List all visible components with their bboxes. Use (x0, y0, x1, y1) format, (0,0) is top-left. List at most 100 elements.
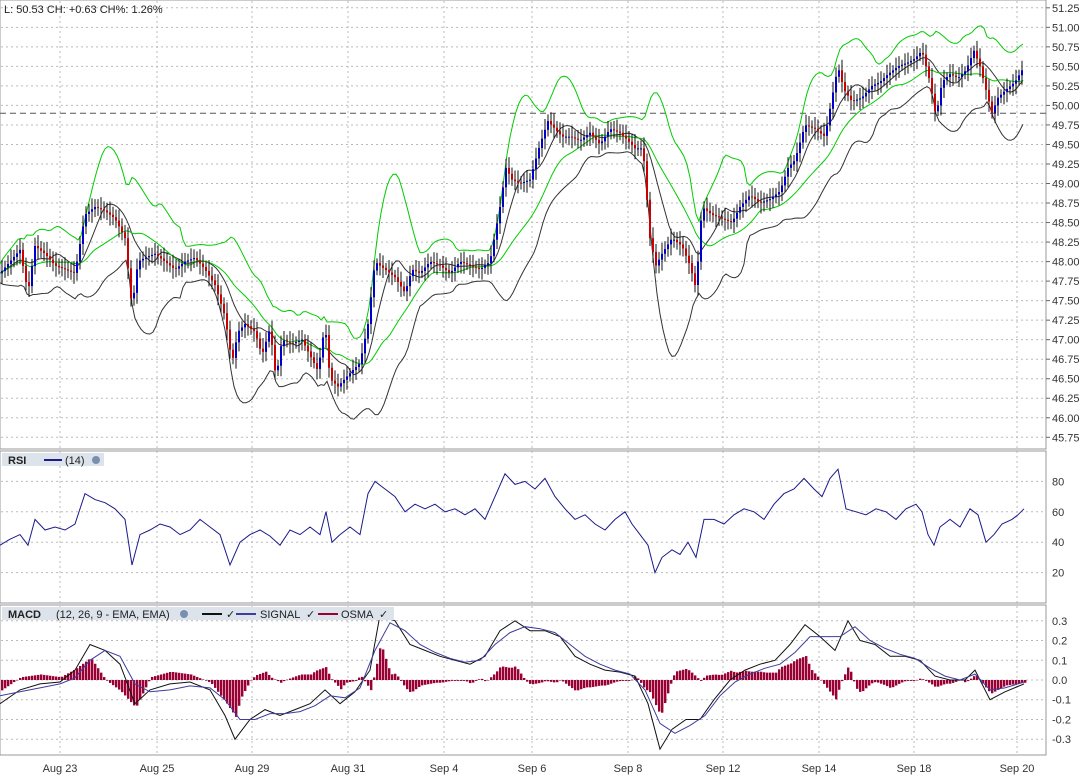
osma-bar (112, 680, 115, 686)
osma-bar (607, 680, 610, 685)
candle-body (547, 121, 549, 130)
osma-bar (280, 680, 283, 683)
osma-bar (730, 670, 733, 680)
price-tick-label: 47.75 (1052, 276, 1080, 288)
candle-body (127, 238, 129, 269)
candle-body (988, 89, 990, 102)
price-tick-label: 49.50 (1052, 139, 1080, 151)
rsi-settings-icon[interactable] (92, 456, 100, 464)
osma-bar (949, 680, 952, 684)
osma-bar (16, 680, 19, 681)
osma-bar (109, 680, 112, 683)
candle-body (76, 261, 78, 273)
candle-body (253, 328, 255, 332)
date-tick-label: Sep 8 (614, 763, 643, 775)
candle-body (1021, 70, 1023, 76)
candle-body (118, 220, 120, 227)
candle-body (985, 78, 987, 90)
osma-bar (739, 671, 742, 680)
rsi-legend-label: (14) (65, 455, 85, 467)
candle-body (532, 169, 534, 180)
candle-body (574, 137, 576, 139)
osma-bar (697, 678, 700, 680)
osma-bar (775, 672, 778, 680)
osma-bar (352, 680, 355, 682)
osma-bar (196, 676, 199, 680)
candle-body (22, 249, 24, 266)
candle-body (352, 369, 354, 374)
candle-body (364, 338, 366, 354)
candle-body (280, 346, 282, 366)
price-tick-label: 49.00 (1052, 179, 1080, 191)
candle-body (334, 380, 336, 384)
osma-bar (445, 680, 448, 682)
candle-body (454, 267, 456, 271)
candle-body (133, 292, 135, 299)
candle-body (550, 121, 552, 125)
osma-bar (247, 680, 250, 686)
price-series (0, 25, 1046, 420)
osma-bar (595, 680, 598, 687)
osma-bar (58, 676, 61, 680)
candle-body (343, 379, 345, 384)
candle-body (262, 348, 264, 352)
candle-body (721, 217, 723, 219)
macd-check-icon[interactable]: ✓ (226, 609, 235, 621)
candle-body (601, 141, 603, 144)
osma-check-icon[interactable]: ✓ (379, 609, 388, 621)
osma-bar (1003, 680, 1006, 687)
candle-body (283, 340, 285, 347)
candle-body (472, 265, 474, 267)
osma-bar (751, 671, 754, 680)
candle-body (91, 209, 93, 212)
candle-body (448, 270, 450, 273)
candle-body (811, 126, 813, 128)
macd-settings-icon[interactable] (180, 610, 188, 618)
candle-body (511, 173, 513, 180)
candle-body (328, 334, 330, 368)
candle-body (55, 263, 57, 266)
price-tick-label: 46.25 (1052, 393, 1080, 405)
candle-body (790, 164, 792, 168)
candle-body (892, 70, 894, 73)
candle-body (37, 245, 39, 249)
candle-body (847, 91, 849, 96)
osma-bar (160, 674, 163, 680)
candle-body (799, 142, 801, 154)
candle-body (349, 373, 351, 377)
osma-bar (472, 680, 475, 683)
candle-body (937, 105, 939, 112)
osma-bar (487, 680, 490, 681)
osma-bar (841, 680, 844, 682)
candle-body (397, 277, 399, 282)
osma-bar (973, 676, 976, 680)
candle-body (862, 96, 864, 99)
candle-body (223, 303, 225, 314)
candle-body (955, 75, 957, 78)
osma-bar (640, 680, 643, 683)
osma-bar (868, 680, 871, 686)
osma-bar (310, 674, 313, 680)
osma-bar (628, 680, 631, 681)
candle-body (742, 203, 744, 207)
candle-body (712, 213, 714, 216)
candle-body (322, 337, 324, 358)
candle-body (121, 226, 123, 233)
osma-bar (586, 680, 589, 688)
osma-bar (610, 680, 613, 684)
price-tick-label: 50.25 (1052, 81, 1080, 93)
candle-body (868, 89, 870, 93)
osma-bar (235, 680, 238, 717)
osma-bar (469, 680, 472, 684)
candle-body (934, 93, 936, 112)
candle-body (445, 267, 447, 271)
osma-bar (337, 680, 340, 686)
signal-check-icon[interactable]: ✓ (306, 609, 315, 621)
candle-body (901, 64, 903, 66)
osma-bar (139, 680, 142, 700)
osma-bar (736, 672, 739, 680)
osma-bar (913, 680, 916, 681)
candle-body (457, 263, 459, 268)
osma-bar (145, 680, 148, 688)
macd-legend-label: (12, 26, 9 - EMA, EMA) (56, 609, 170, 621)
